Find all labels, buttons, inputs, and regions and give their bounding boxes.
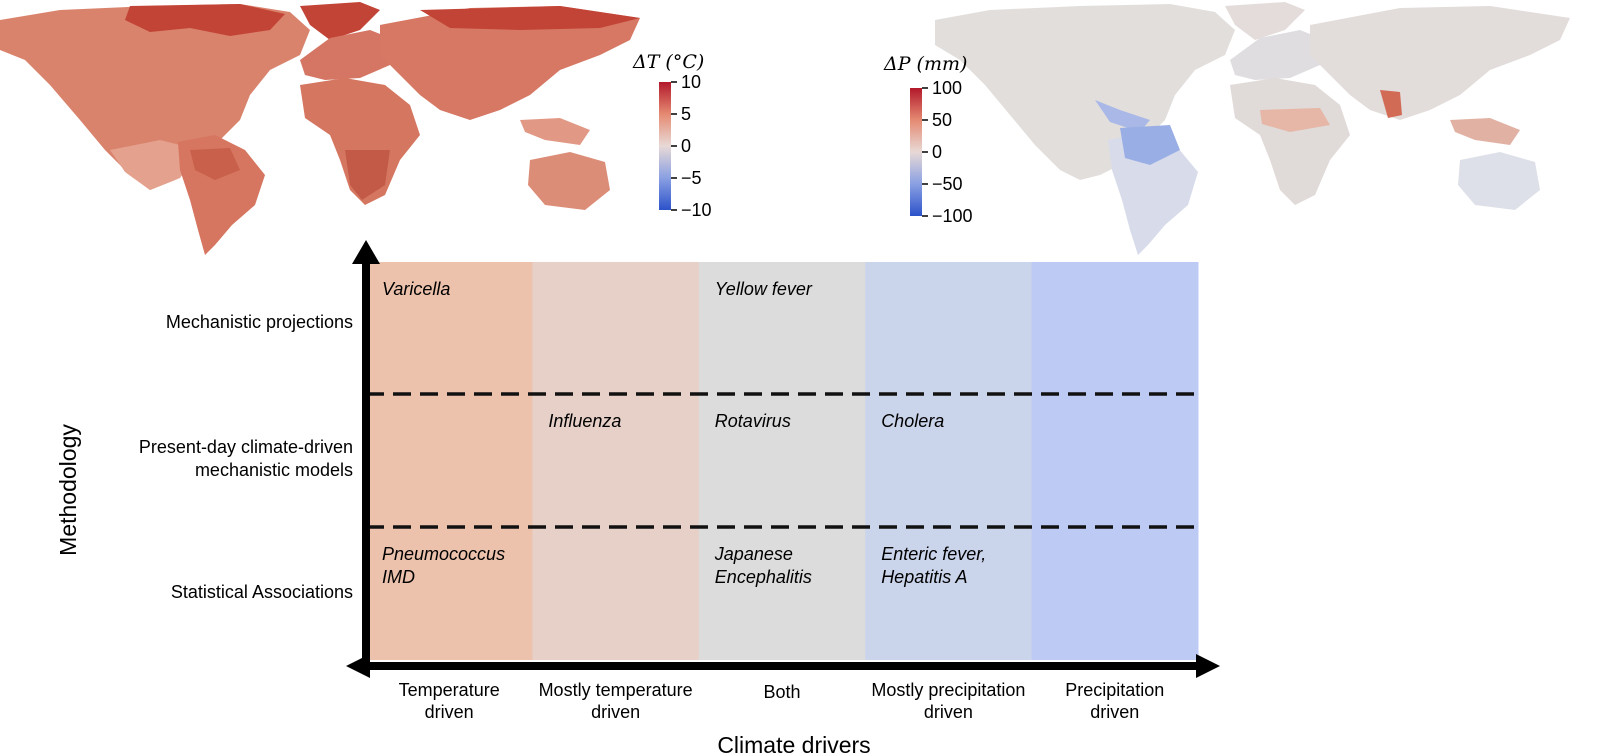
row-label-line: Present-day climate-driven [139,437,353,457]
column-label-line: Mostly precipitation [871,680,1025,700]
disease-label: Rotavirus [715,411,791,431]
temperature-colorbar-tick-label: −10 [681,200,712,220]
y-axis-title: Methodology [55,424,81,556]
column-band [366,262,533,660]
row-label-line: Mechanistic projections [166,312,353,332]
north-america-landmass [0,4,310,190]
row-label-line: Statistical Associations [171,582,353,602]
australia-landmass [528,152,610,210]
column-label: Mostly temperature driven [539,680,693,722]
precipitation-colorbar-tick-label: 50 [932,110,952,130]
column-label: Mostly precipitation driven [871,680,1025,722]
temperature-colorbar-title: ΔT (°C) [632,51,704,73]
disease-label-line: Encephalitis [715,567,812,587]
asia-landmass [1310,6,1570,120]
southeast-asia-islands [1450,118,1520,145]
column-band [865,262,1033,660]
column-band [1031,262,1199,660]
precipitation-colorbar-tick-label: −50 [932,174,963,194]
precipitation-colorbar-tick-label: −100 [932,206,973,226]
column-label-line: Both [763,682,800,702]
row-label: Mechanistic projections [166,312,353,332]
x-axis-right-arrowhead [1196,654,1220,678]
southern-africa-warming-patch [345,150,390,200]
column-band [532,262,700,660]
column-label-line: Temperature [399,680,500,700]
disease-label-line: Hepatitis A [881,567,967,587]
temperature-colorbar-tick-label: −5 [681,168,702,188]
disease-label: Influenza [548,411,621,431]
north-america-landmass [935,4,1235,180]
column-label: Both [763,682,800,702]
row-label: Present-day climate-driven mechanistic mo… [139,437,353,480]
asia-landmass [380,6,640,120]
amazon-drying-patch [1120,125,1180,165]
disease-label-line: Japanese [714,544,793,564]
x-axis-title: Climate drivers [717,732,870,756]
temperature-change-map [0,2,640,255]
siberia-warming-band [420,6,640,30]
disease-label-line: Rotavirus [715,411,791,431]
column-label: Temperature driven [399,680,500,722]
disease-label: Japanese Encephalitis [714,544,812,587]
precipitation-colorbar: ΔP (mm) 100 50 0 −50 −100 [883,53,973,226]
southeast-asia-islands [520,118,590,145]
column-label-line: driven [591,702,640,722]
temperature-colorbar-tick-label: 0 [681,136,691,156]
africa-landmass [300,78,420,205]
disease-label-line: Cholera [881,411,944,431]
precipitation-colorbar-tick-label: 0 [932,142,942,162]
disease-label: Yellow fever [715,279,813,299]
disease-label: Enteric fever, Hepatitis A [881,544,986,587]
row-label-line: mechanistic models [195,460,353,480]
y-axis-arrowhead [352,240,380,264]
precipitation-change-map [935,2,1570,255]
temperature-colorbar: ΔT (°C) 10 5 0 −5 −10 [632,51,712,220]
europe-landmass [1230,30,1325,80]
greenland-landmass [300,2,380,40]
temperature-colorbar-tick-label: 10 [681,72,701,92]
disease-label-line: Yellow fever [715,279,813,299]
temperature-colorbar-gradient [659,82,671,210]
column-label-line: Precipitation [1065,680,1164,700]
methodology-diagram: Varicella Yellow fever Influenza Rotavirus C… [55,240,1220,756]
amazon-warming-patch [190,148,240,180]
disease-label-line: IMD [382,567,415,587]
disease-label-line: Pneumococcus [382,544,505,564]
x-axis-left-arrowhead [346,654,370,678]
greenland-landmass [1225,2,1305,40]
australia-landmass [1458,152,1540,210]
disease-label-line: Varicella [382,279,450,299]
africa-landmass [1230,78,1350,205]
south-asia-wetting-patch [1380,90,1402,118]
disease-label: Varicella [382,279,450,299]
column-label-line: Mostly temperature [539,680,693,700]
column-label: Precipitation driven [1065,680,1164,722]
column-band [698,262,866,660]
disease-label: Pneumococcus IMD [382,544,505,587]
arctic-warming-band [125,4,285,36]
precipitation-colorbar-title: ΔP (mm) [883,53,967,75]
disease-label: Cholera [881,411,944,431]
central-america-dry-patch [1095,100,1150,132]
europe-landmass [300,30,395,80]
column-label-line: driven [1090,702,1139,722]
south-america-landmass [1108,132,1198,255]
column-label-line: driven [924,702,973,722]
north-america-south-shading [110,140,200,190]
sahel-wetting-patch [1260,108,1330,132]
column-label-line: driven [425,702,474,722]
temperature-colorbar-tick-label: 5 [681,104,691,124]
precipitation-colorbar-gradient [910,88,922,216]
row-label: Statistical Associations [171,582,353,602]
disease-label-line: Influenza [548,411,621,431]
disease-label-line: Enteric fever, [881,544,986,564]
precipitation-colorbar-tick-label: 100 [932,78,962,98]
